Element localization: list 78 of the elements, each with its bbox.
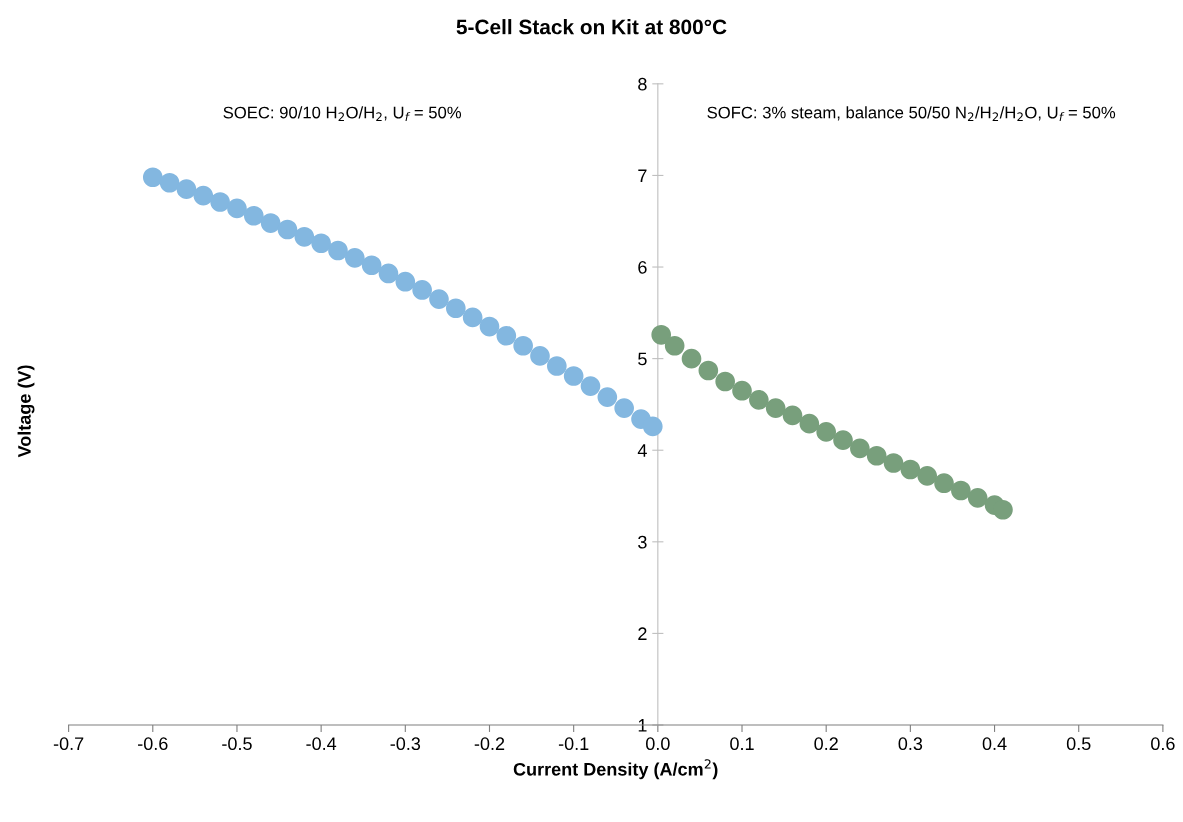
- point: [967, 488, 988, 508]
- point: [429, 289, 449, 309]
- x-tick-label: -0.2: [474, 737, 505, 751]
- point: [681, 348, 702, 369]
- point: [993, 499, 1013, 520]
- point: [412, 280, 432, 300]
- point: [159, 172, 180, 193]
- x-tick-label: -0.3: [390, 737, 421, 751]
- point: [850, 438, 870, 459]
- chart-title: 5-Cell Stack on Kit at 800°C: [456, 19, 727, 35]
- point: [816, 422, 837, 442]
- point: [260, 213, 281, 233]
- x-tick-label: 0.2: [814, 737, 838, 751]
- point: [395, 271, 416, 292]
- x-tick-label: -0.4: [306, 737, 337, 751]
- annotation: SOEC: 90/10 H$_{2}$O/H$_{2}$, U$_{f}$ = 50%: [223, 106, 462, 122]
- point: [378, 263, 399, 284]
- point: [462, 307, 483, 328]
- point: [142, 167, 163, 188]
- point: [530, 346, 550, 366]
- point: [479, 316, 500, 337]
- point: [210, 192, 230, 212]
- point: [193, 185, 214, 206]
- x-tick-label: 0.4: [982, 737, 1007, 751]
- y-tick-label: 3: [638, 535, 647, 549]
- point: [799, 413, 820, 434]
- point: [446, 298, 466, 319]
- point: [749, 390, 769, 410]
- x-tick-label: 0.3: [898, 737, 923, 751]
- y-tick-label: 7: [638, 169, 647, 182]
- point: [176, 179, 197, 199]
- y-tick-label: 2: [638, 627, 647, 640]
- text: SOFC: 3% steam, balance 50/50 N$_{2}$/H$_{2}$/H$_{2}$O, U$_{f}$ = 50%: [707, 106, 1116, 122]
- point: [294, 226, 315, 247]
- point: [833, 430, 853, 450]
- x-tick-label: 0.1: [730, 737, 754, 751]
- point: [496, 325, 517, 346]
- point: [732, 380, 752, 401]
- point: [513, 335, 533, 356]
- point: [361, 255, 382, 276]
- point: [651, 324, 672, 345]
- point: [900, 459, 921, 480]
- point: [715, 371, 735, 392]
- point: [642, 416, 663, 437]
- point: [664, 335, 685, 356]
- point: [782, 405, 803, 426]
- point: [698, 360, 719, 381]
- point: [883, 453, 904, 473]
- x-tick-label: 0.6: [1151, 737, 1175, 751]
- point: [328, 240, 348, 261]
- x-tick-label: 0.5: [1066, 737, 1091, 751]
- point: [866, 445, 887, 466]
- point: [547, 356, 567, 376]
- point: [311, 233, 331, 254]
- point: [917, 466, 938, 486]
- y-tick-label: 6: [638, 260, 647, 274]
- y-tick-label: 1: [638, 719, 647, 732]
- y-tick-label: 4: [637, 444, 647, 457]
- point: [227, 198, 247, 219]
- point: [243, 205, 264, 226]
- point: [344, 248, 365, 268]
- point: [277, 219, 298, 240]
- x-axis-title: Current Density (A/cm$^{2}$): [513, 759, 718, 780]
- y-tick-label: 5: [638, 352, 647, 366]
- x-tick-label: -0.7: [53, 737, 84, 751]
- x-tick-label: 0.0: [646, 737, 670, 751]
- point: [614, 398, 634, 418]
- y-tick-label: 8: [638, 77, 647, 91]
- point: [597, 387, 618, 407]
- point: [934, 473, 954, 494]
- point: [951, 480, 971, 501]
- x-tick-label: -0.6: [138, 737, 168, 751]
- x-tick-label: -0.5: [222, 737, 252, 751]
- point: [765, 398, 786, 418]
- x-tick-label: -0.1: [558, 737, 589, 751]
- point: [563, 366, 584, 386]
- y-axis-title: Voltage (V): [17, 365, 35, 458]
- point: [580, 376, 601, 396]
